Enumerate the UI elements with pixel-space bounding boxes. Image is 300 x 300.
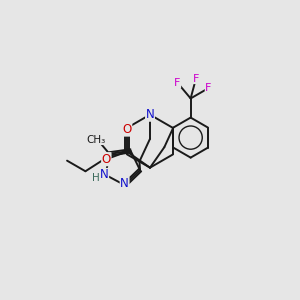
Text: F: F	[205, 83, 212, 93]
Text: CH₃: CH₃	[86, 134, 106, 145]
Text: N: N	[146, 108, 154, 121]
Text: O: O	[122, 123, 132, 136]
Text: H: H	[92, 173, 100, 184]
Text: N: N	[120, 177, 129, 190]
Text: N: N	[100, 169, 109, 182]
Text: F: F	[174, 78, 181, 88]
Text: O: O	[102, 153, 111, 166]
Text: F: F	[193, 74, 199, 83]
